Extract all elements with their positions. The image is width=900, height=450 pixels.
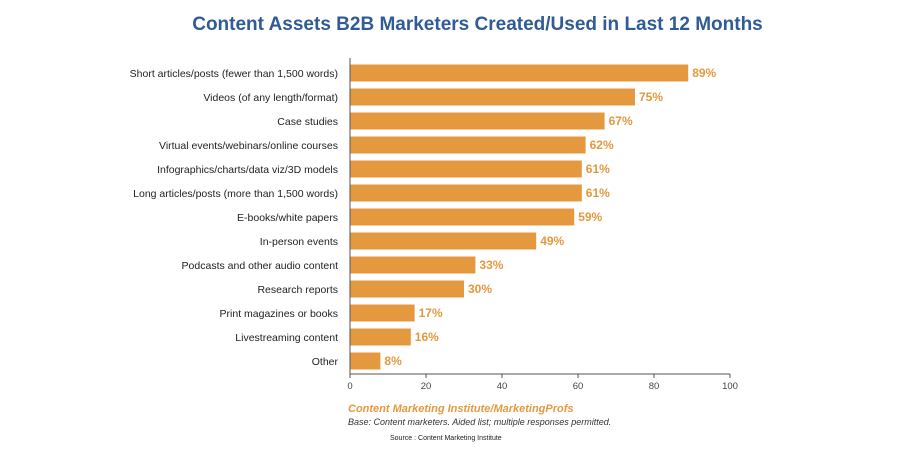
category-label: Long articles/posts (more than 1,500 wor… [133,188,338,200]
category-label: E-books/white papers [237,212,338,224]
value-label: 61% [586,186,610,200]
bars-layer [350,64,689,370]
value-label: 62% [590,138,614,152]
category-labels-layer: Short articles/posts (fewer than 1,500 w… [130,68,339,368]
chart-title: Content Assets B2B Marketers Created/Use… [192,14,763,35]
value-label: 8% [384,354,402,368]
category-label: Livestreaming content [235,332,338,344]
x-tick-label: 100 [722,381,738,392]
x-tick-label: 20 [421,381,432,392]
bar [350,136,586,154]
category-label: Virtual events/webinars/online courses [159,140,338,152]
value-label: 30% [468,282,492,296]
x-tick-label: 60 [573,381,584,392]
category-label: Short articles/posts (fewer than 1,500 w… [130,68,338,80]
category-label: Videos (of any length/format) [203,92,338,104]
x-axis: 0 20 40 60 80 100 [347,58,738,392]
x-tick-label: 40 [497,381,508,392]
bar [350,232,537,250]
value-label: 33% [479,258,503,272]
x-tick-label: 80 [649,381,660,392]
value-label: 61% [586,162,610,176]
value-label: 59% [578,210,602,224]
value-label: 17% [419,306,443,320]
bar [350,64,689,82]
category-label: Podcasts and other audio content [182,260,339,272]
category-label: Other [312,356,339,368]
category-label: Case studies [277,116,338,128]
footer-base-note: Base: Content marketers. Aided list; mul… [348,417,612,427]
value-label: 89% [692,66,716,80]
bar [350,184,582,202]
bar [350,160,582,178]
bar [350,208,575,226]
category-label: In-person events [260,236,338,248]
bar [350,304,415,322]
bar [350,280,464,298]
bar [350,256,476,274]
footer-brand: Content Marketing Institute/MarketingPro… [348,403,574,415]
category-label: Print magazines or books [220,308,338,320]
value-label: 16% [415,330,439,344]
category-label: Research reports [257,284,338,296]
value-label: 49% [540,234,564,248]
category-label: Infographics/charts/data viz/3D models [157,164,338,176]
x-tick-label: 0 [347,381,352,392]
value-label: 75% [639,90,663,104]
bar [350,112,605,130]
value-label: 67% [609,114,633,128]
footer-source: Source : Content Marketing Institute [390,435,502,442]
bar [350,328,411,346]
value-labels-layer: 89% 75% 67% 62% 61% 61% 59% 49% 33% 30% 17% 16% 8% [384,66,716,368]
bar [350,352,381,370]
bar [350,88,635,106]
